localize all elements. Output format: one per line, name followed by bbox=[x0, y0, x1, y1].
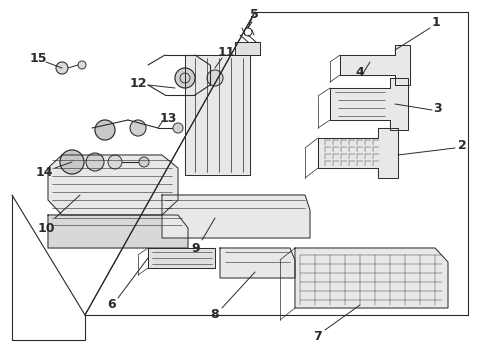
Text: 9: 9 bbox=[192, 242, 200, 255]
Text: 7: 7 bbox=[314, 329, 322, 342]
Circle shape bbox=[78, 61, 86, 69]
Circle shape bbox=[108, 155, 122, 169]
Polygon shape bbox=[185, 55, 250, 175]
Polygon shape bbox=[220, 248, 295, 278]
Text: 6: 6 bbox=[108, 298, 116, 311]
Circle shape bbox=[56, 62, 68, 74]
Polygon shape bbox=[162, 195, 310, 238]
Text: 15: 15 bbox=[29, 51, 47, 64]
Circle shape bbox=[139, 157, 149, 167]
Polygon shape bbox=[295, 248, 448, 308]
Circle shape bbox=[175, 68, 195, 88]
Circle shape bbox=[95, 120, 115, 140]
Text: 1: 1 bbox=[432, 15, 441, 28]
Text: 12: 12 bbox=[129, 77, 147, 90]
Circle shape bbox=[130, 120, 146, 136]
Text: 14: 14 bbox=[35, 166, 53, 179]
Circle shape bbox=[207, 70, 223, 86]
Text: 2: 2 bbox=[458, 139, 466, 152]
Text: 10: 10 bbox=[37, 221, 55, 234]
Polygon shape bbox=[340, 45, 410, 85]
Circle shape bbox=[86, 153, 104, 171]
Text: 13: 13 bbox=[159, 112, 177, 125]
Text: 8: 8 bbox=[211, 309, 220, 321]
Polygon shape bbox=[148, 248, 215, 268]
Polygon shape bbox=[318, 128, 398, 178]
Polygon shape bbox=[330, 78, 408, 130]
Text: 5: 5 bbox=[249, 8, 258, 21]
Circle shape bbox=[60, 150, 84, 174]
Text: 11: 11 bbox=[217, 45, 235, 59]
Text: 3: 3 bbox=[434, 102, 442, 114]
Circle shape bbox=[173, 123, 183, 133]
Polygon shape bbox=[48, 215, 188, 248]
Text: 4: 4 bbox=[356, 66, 365, 78]
Polygon shape bbox=[235, 42, 260, 55]
Polygon shape bbox=[48, 155, 178, 215]
